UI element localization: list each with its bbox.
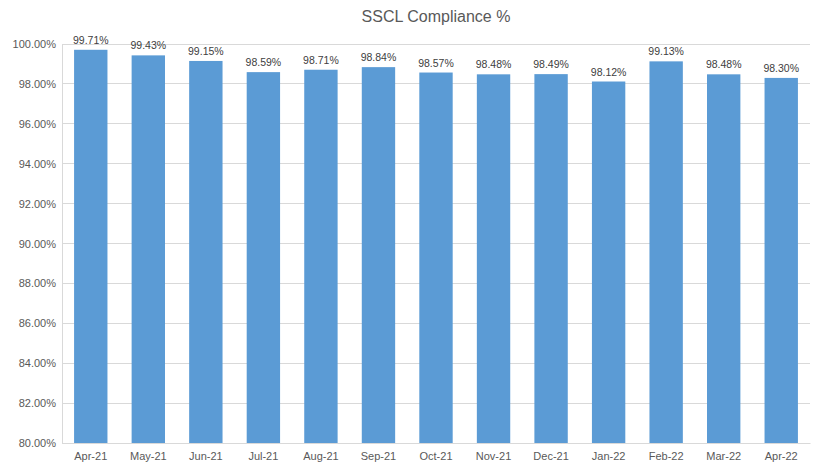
title: SSCL Compliance % — [362, 8, 511, 25]
y-tick-label: 84.00% — [19, 357, 57, 369]
y-tick-label: 82.00% — [19, 397, 57, 409]
x-tick: Jun-21 — [189, 443, 223, 462]
y-tick: 86.00% — [19, 317, 62, 329]
plot-area: 80.00% 82.00% 84.00% 86.00% 88.00% 90.00% 92.0… — [13, 34, 811, 462]
bar — [132, 55, 165, 443]
data-label: 99.71% — [73, 34, 109, 46]
y-tick: 96.00% — [19, 118, 62, 130]
data-label: 98.57% — [418, 57, 454, 69]
y-axis-line — [62, 45, 63, 444]
x-tick-label: Apr-21 — [74, 450, 107, 462]
bar — [477, 74, 510, 443]
y-tick-label: 80.00% — [19, 437, 57, 449]
data-label: 98.84% — [361, 51, 397, 63]
y-tick-label: 86.00% — [19, 317, 57, 329]
bar — [707, 74, 740, 443]
data-label: 98.48% — [476, 58, 512, 70]
x-tick-label: Sep-21 — [361, 450, 396, 462]
data-label: 99.15% — [188, 45, 224, 57]
x-tick: Apr-22 — [765, 443, 798, 462]
bar — [649, 61, 682, 443]
x-tick: Oct-21 — [419, 443, 452, 462]
grid-line — [62, 44, 810, 45]
chart: 80.00% 82.00% 84.00% 86.00% 88.00% 90.00% 92.0… — [0, 0, 823, 472]
bar — [189, 61, 222, 443]
y-tick: 100.00% — [13, 38, 62, 50]
y-tick: 88.00% — [19, 277, 62, 289]
y-axis: 80.00% 82.00% 84.00% 86.00% 88.00% 90.00% 92.0… — [13, 38, 63, 449]
y-tick-label: 100.00% — [13, 38, 57, 50]
y-tick: 94.00% — [19, 158, 62, 170]
x-tick: Feb-22 — [649, 443, 684, 462]
x-tick-label: Apr-22 — [765, 450, 798, 462]
bar — [419, 73, 452, 443]
x-tick: Nov-21 — [476, 443, 511, 462]
y-tick: 82.00% — [19, 397, 62, 409]
y-tick-label: 98.00% — [19, 78, 57, 90]
x-tick: Dec-21 — [533, 443, 568, 462]
x-axis-line — [63, 443, 811, 444]
y-tick: 92.00% — [19, 198, 62, 210]
x-tick-label: Oct-21 — [419, 450, 452, 462]
x-tick-label: Mar-22 — [706, 450, 741, 462]
y-tick: 98.00% — [19, 78, 62, 90]
x-tick: Sep-21 — [361, 443, 396, 462]
y-tick-label: 90.00% — [19, 238, 57, 250]
x-tick: Jul-21 — [248, 443, 278, 462]
y-tick: 84.00% — [19, 357, 62, 369]
x-tick: May-21 — [130, 443, 167, 462]
y-tick: 80.00% — [19, 437, 62, 449]
x-tick: Jan-22 — [592, 443, 626, 462]
data-label: 98.49% — [533, 58, 569, 70]
x-tick: Aug-21 — [303, 443, 338, 462]
bar — [765, 78, 798, 443]
y-tick-label: 88.00% — [19, 277, 57, 289]
data-label: 98.12% — [591, 66, 627, 78]
x-tick-label: May-21 — [130, 450, 167, 462]
bar — [362, 67, 395, 443]
bar — [74, 50, 107, 443]
x-tick-label: Jun-21 — [189, 450, 223, 462]
data-label: 98.48% — [706, 58, 742, 70]
x-tick-label: Aug-21 — [303, 450, 338, 462]
x-tick-label: Feb-22 — [649, 450, 684, 462]
bar — [592, 82, 625, 443]
x-tick-label: Jan-22 — [592, 450, 626, 462]
grid — [62, 44, 810, 443]
bars — [74, 50, 798, 443]
y-tick-label: 92.00% — [19, 198, 57, 210]
x-tick-label: Dec-21 — [533, 450, 568, 462]
data-label: 99.43% — [130, 39, 166, 51]
bar — [304, 70, 337, 443]
x-tick-label: Nov-21 — [476, 450, 511, 462]
y-tick-label: 96.00% — [19, 118, 57, 130]
data-label: 98.71% — [303, 54, 339, 66]
background — [0, 0, 823, 472]
x-tick-label: Jul-21 — [248, 450, 278, 462]
y-tick-label: 94.00% — [19, 158, 57, 170]
data-label: 98.59% — [246, 56, 282, 68]
y-tick: 90.00% — [19, 238, 62, 250]
x-axis: Apr-21 May-21 Jun-21 Jul-21 Aug-21 Sep-21 Oct-… — [63, 443, 811, 462]
bar — [247, 72, 280, 443]
bar — [534, 74, 567, 443]
x-tick: Mar-22 — [706, 443, 741, 462]
x-tick: Apr-21 — [74, 443, 107, 462]
data-label: 99.13% — [648, 45, 684, 57]
data-labels: 99.71% 99.43% 99.15% 98.59% 98.71% 98.84% 98.5… — [73, 34, 799, 78]
data-label: 98.30% — [763, 62, 799, 74]
